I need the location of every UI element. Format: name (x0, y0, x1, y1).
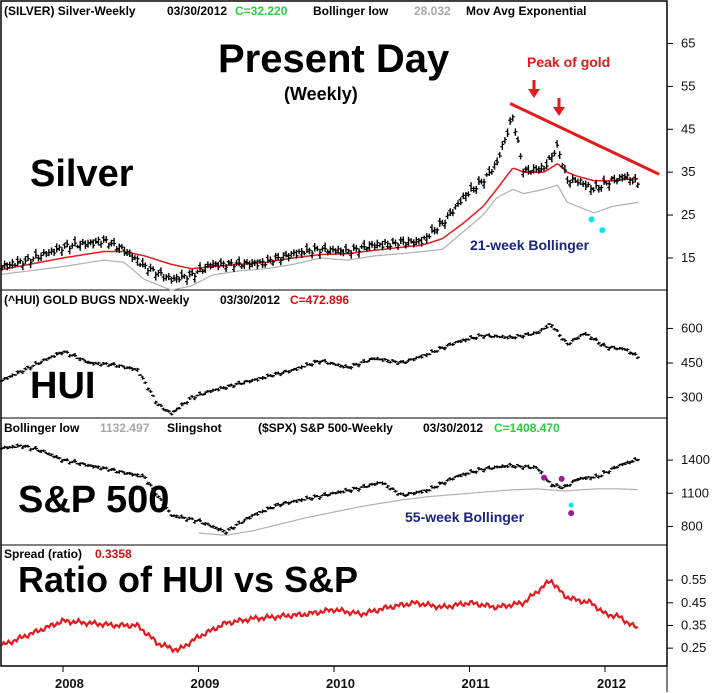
x-tick-label: 2011 (462, 676, 490, 691)
silver-header-indicator1-value: 28.032 (414, 4, 451, 18)
spx-label: S&P 500 (18, 479, 169, 521)
signal-marker (568, 510, 575, 517)
silver-header-indicator2: Mov Avg Exponential (466, 4, 586, 18)
y-tick-label: 25 (681, 207, 695, 222)
hui-label: HUI (30, 365, 95, 407)
ratio-label: Ratio of HUI vs S&P (18, 559, 358, 600)
spx-header-close: C=1408.470 (494, 421, 560, 435)
y-tick-label: 0.35 (681, 617, 706, 632)
spx-header-date: 03/30/2012 (423, 421, 483, 435)
spread-header-name: Spread (ratio) (4, 547, 82, 561)
chart-subtitle: (Weekly) (284, 84, 358, 104)
x-tick-label: 2009 (190, 676, 219, 691)
peak-of-gold-label: Peak of gold (527, 54, 610, 70)
y-tick-label: 15 (681, 250, 695, 265)
x-tick-label: 2010 (326, 676, 355, 691)
y-tick-label: 300 (681, 390, 703, 405)
y-tick-label: 1400 (681, 452, 710, 467)
spread-line (1, 578, 639, 654)
signal-marker (588, 216, 595, 223)
y-tick-label: 450 (681, 355, 703, 370)
chart-title: Present Day (218, 37, 450, 81)
bollinger-low-line (198, 488, 638, 536)
y-tick-label: 600 (681, 320, 703, 335)
silver-header-indicator1: Bollinger low (313, 4, 389, 18)
spx-header-ticker: ($SPX) S&P 500-Weekly (258, 421, 393, 435)
x-tick-label: 2012 (597, 676, 626, 691)
resistance-trendline (509, 102, 660, 176)
hui-header-date: 03/30/2012 (220, 293, 280, 307)
y-tick-label: 45 (681, 121, 695, 136)
peak-arrow-2 (553, 98, 565, 116)
signal-marker (558, 475, 565, 482)
y-tick-label: 55 (681, 78, 695, 93)
signal-marker (599, 227, 606, 234)
signal-marker (541, 474, 548, 481)
bollinger-21-label: 21-week Bollinger (470, 237, 590, 253)
hui-header-close: C=472.896 (290, 293, 349, 307)
signal-marker (568, 502, 574, 508)
y-tick-label: 0.55 (681, 572, 706, 587)
y-tick-label: 65 (681, 35, 695, 50)
y-tick-label: 35 (681, 164, 695, 179)
spx-header-indicator-value: 1132.497 (100, 421, 150, 435)
spx-header-indicator: Bollinger low (4, 421, 80, 435)
plot-layer: 15 25 35 45 55 65 300 450 600 800 1100 1400 0.25 0.35… (0, 35, 710, 691)
silver-header-date: 03/30/2012 (167, 4, 227, 18)
y-tick-label: 0.25 (681, 640, 706, 655)
x-tick-label: 2008 (55, 676, 84, 691)
bollinger-55-label: 55-week Bollinger (405, 509, 525, 525)
silver-header-close: C=32.220 (235, 4, 288, 18)
hui-header-ticker: (^HUI) GOLD BUGS NDX-Weekly (4, 293, 190, 307)
peak-arrow-1 (528, 80, 540, 98)
y-tick-label: 1100 (681, 485, 709, 500)
y-tick-label: 800 (681, 518, 703, 533)
spread-header-value: 0.3358 (95, 547, 132, 561)
y-tick-label: 0.45 (681, 595, 706, 610)
silver-header-ticker: (SILVER) Silver-Weekly (4, 4, 136, 18)
silver-label: Silver (30, 153, 134, 195)
spx-header-slingshot: Slingshot (167, 421, 222, 435)
